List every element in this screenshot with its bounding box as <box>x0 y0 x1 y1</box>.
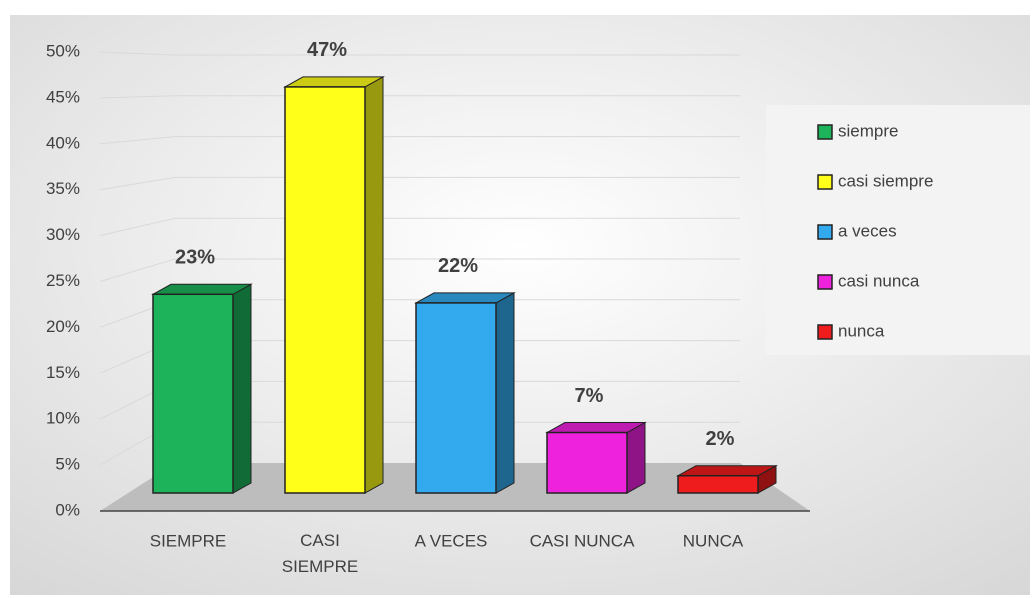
value-label: 2% <box>706 428 735 450</box>
bar-side <box>232 283 252 494</box>
legend-box <box>766 105 1030 355</box>
bar-top <box>151 283 253 295</box>
legend-swatch <box>817 124 833 140</box>
value-label: 22% <box>438 255 478 277</box>
value-label: 47% <box>307 39 347 61</box>
grid-line <box>99 217 740 237</box>
bar <box>152 293 234 494</box>
bar-top <box>414 292 516 304</box>
grid-line <box>99 176 740 191</box>
y-tick-label: 50% <box>46 41 80 60</box>
value-label: 23% <box>175 247 215 269</box>
legend-label: a veces <box>838 221 897 240</box>
y-tick-label: 10% <box>46 409 80 428</box>
legend-swatch <box>817 274 833 290</box>
legend-swatch <box>817 324 833 340</box>
x-tick-label: A VECES <box>415 531 488 550</box>
legend-label: nunca <box>838 321 885 340</box>
legend-swatch <box>817 174 833 190</box>
bar-top <box>676 465 778 477</box>
y-tick-label: 30% <box>46 225 80 244</box>
grid-line <box>99 258 740 282</box>
legend-label: casi nunca <box>838 271 920 290</box>
bar <box>546 431 628 494</box>
y-tick-label: 20% <box>46 317 80 336</box>
x-tick-label: CASI SIEMPRE <box>282 531 359 576</box>
y-tick-label: 25% <box>46 271 80 290</box>
bar-side <box>495 292 515 494</box>
bar <box>415 302 497 494</box>
grid-line <box>99 136 740 145</box>
x-tick-label: SIEMPRE <box>150 531 227 550</box>
bar-top <box>283 76 385 88</box>
y-tick-label: 0% <box>55 500 80 519</box>
bar <box>284 86 366 494</box>
bar-top <box>545 422 647 434</box>
x-tick-label: NUNCA <box>683 531 744 550</box>
grid-line <box>99 51 740 56</box>
y-tick-label: 15% <box>46 363 80 382</box>
y-tick-label: 35% <box>46 179 80 198</box>
grid-line <box>99 95 740 99</box>
bar-side <box>626 421 646 494</box>
y-tick-label: 45% <box>46 87 80 106</box>
legend-label: siempre <box>838 121 898 140</box>
legend-swatch <box>817 224 833 240</box>
value-label: 7% <box>575 385 604 407</box>
y-tick-label: 5% <box>55 455 80 474</box>
y-tick-label: 40% <box>46 133 80 152</box>
legend-label: casi siempre <box>838 171 933 190</box>
bar <box>677 474 759 494</box>
x-tick-label: CASI NUNCA <box>530 531 636 550</box>
bar-side <box>364 76 384 494</box>
